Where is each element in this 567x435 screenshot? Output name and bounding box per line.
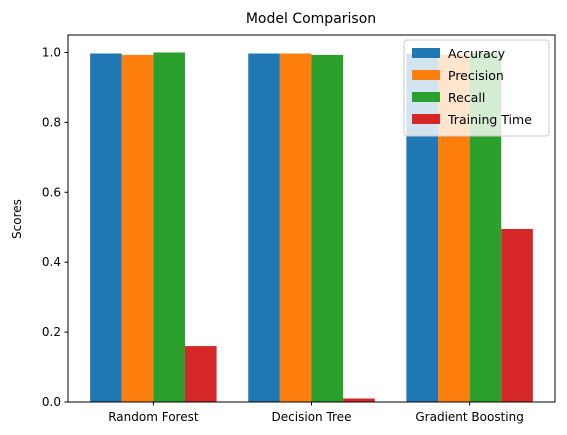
bar-recall-1 [311,54,344,403]
bar-recall-0 [153,52,185,402]
bar-accuracy-1 [248,53,280,403]
bars-group [90,52,533,403]
x-axis: Random Forest Decision Tree Gradient Boost… [108,402,524,424]
chart-title: Model Comparison [246,11,376,27]
y-tick-label: 0.4 [42,255,61,269]
y-tick-label: 0.8 [42,115,61,129]
x-tick-label: Gradient Boosting [415,410,523,424]
bar-training-time-0 [185,346,217,402]
bar-precision-1 [279,53,312,403]
plot-frame [67,34,556,403]
y-axis-title: Scores [10,199,24,239]
legend: Accuracy Precision Recall Training Time [403,39,550,137]
y-tick-label: 1.0 [42,45,61,59]
legend-swatch [412,92,440,102]
y-tick-label: 0.6 [42,185,61,199]
bar-training-time-2 [501,228,533,402]
bar-training-time-1 [343,398,375,402]
legend-frame [403,39,550,137]
bar-accuracy-0 [90,53,122,403]
x-tick-label: Random Forest [108,410,199,424]
legend-swatch [412,48,440,58]
legend-swatch [412,70,440,80]
y-tick-label: 0.0 [42,395,61,409]
x-tick-label: Decision Tree [272,410,352,424]
bar-precision-0 [121,54,154,403]
y-axis: 0.0 0.2 0.4 0.6 0.8 1.0 [42,45,68,409]
legend-label: Precision [448,68,504,83]
legend-label: Accuracy [448,46,506,61]
legend-label: Training Time [447,112,532,127]
legend-swatch [412,114,440,124]
legend-label: Recall [448,90,485,105]
y-tick-label: 0.2 [42,325,61,339]
